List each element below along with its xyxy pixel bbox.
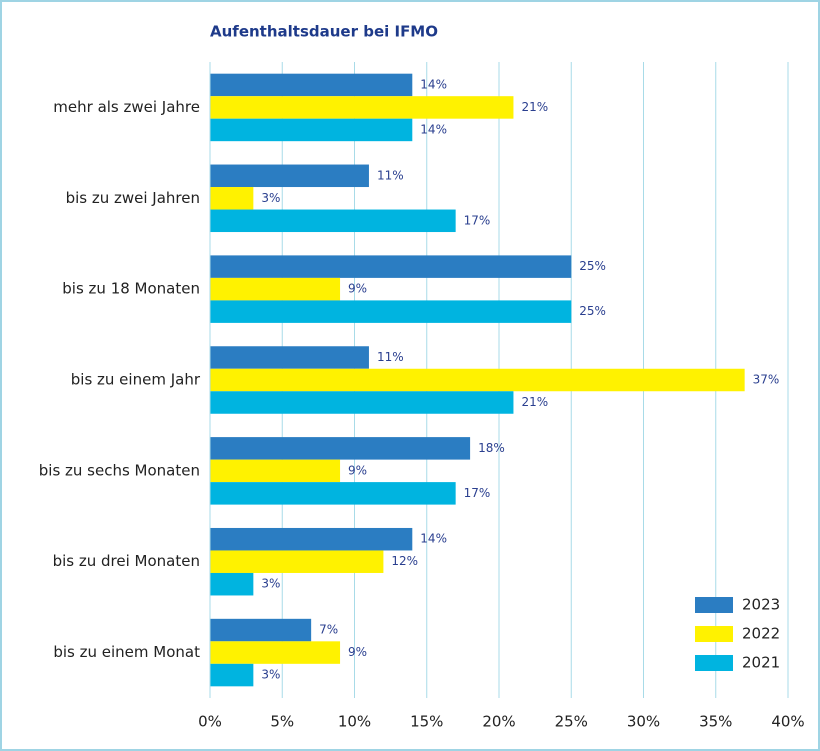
bar — [210, 663, 254, 687]
value-label: 21% — [521, 395, 548, 409]
y-tick-label: bis zu einem Monat — [53, 643, 200, 661]
value-label: 21% — [521, 100, 548, 114]
value-label: 25% — [579, 259, 606, 273]
x-tick-label: 30% — [627, 713, 660, 731]
value-label: 14% — [420, 122, 447, 136]
value-label: 9% — [348, 645, 367, 659]
legend-label: 2023 — [742, 596, 780, 614]
legend-swatch — [695, 655, 733, 671]
legend-swatch — [695, 626, 733, 642]
x-tick-label: 5% — [270, 713, 294, 731]
bar — [210, 73, 413, 97]
value-label: 3% — [261, 577, 280, 591]
bar — [210, 118, 413, 142]
y-tick-label: bis zu zwei Jahren — [66, 189, 200, 207]
value-label: 18% — [478, 441, 505, 455]
x-tick-label: 40% — [771, 713, 804, 731]
y-tick-label: bis zu 18 Monaten — [62, 280, 200, 298]
bar — [210, 459, 341, 483]
legend-label: 2022 — [742, 625, 780, 643]
chart-title: Aufenthaltsdauer bei IFMO — [210, 23, 438, 41]
x-tick-label: 25% — [555, 713, 588, 731]
bar — [210, 96, 514, 119]
value-label: 37% — [753, 373, 780, 387]
x-tick-label: 10% — [338, 713, 371, 731]
x-tick-label: 0% — [198, 713, 222, 731]
bar — [210, 572, 254, 596]
bar — [210, 300, 572, 323]
bar — [210, 641, 341, 664]
x-tick-label: 15% — [410, 713, 443, 731]
bar — [210, 277, 341, 301]
bar — [210, 187, 254, 210]
value-label: 7% — [319, 623, 338, 637]
bar — [210, 527, 413, 551]
value-label: 3% — [261, 668, 280, 682]
value-label: 11% — [377, 168, 404, 182]
bar — [210, 368, 745, 392]
bar — [210, 346, 369, 369]
value-label: 12% — [391, 554, 418, 568]
bar — [210, 255, 572, 278]
y-tick-label: bis zu einem Jahr — [71, 371, 201, 389]
value-label: 9% — [348, 282, 367, 296]
y-tick-label: bis zu sechs Monaten — [39, 461, 200, 479]
value-label: 3% — [261, 191, 280, 205]
value-label: 14% — [420, 532, 447, 546]
value-label: 17% — [464, 486, 491, 500]
value-label: 11% — [377, 350, 404, 364]
x-tick-label: 35% — [699, 713, 732, 731]
value-label: 9% — [348, 463, 367, 477]
y-tick-label: mehr als zwei Jahre — [53, 98, 200, 116]
value-label: 25% — [579, 304, 606, 318]
value-label: 14% — [420, 77, 447, 91]
y-tick-label: bis zu drei Monaten — [53, 552, 200, 570]
x-tick-label: 20% — [482, 713, 515, 731]
bar — [210, 550, 384, 573]
legend-label: 2021 — [742, 654, 780, 672]
bar — [210, 437, 471, 460]
bar — [210, 618, 312, 642]
bar — [210, 164, 369, 188]
bar — [210, 391, 514, 414]
bar — [210, 482, 456, 505]
value-label: 17% — [464, 213, 491, 227]
bar — [210, 209, 456, 233]
legend-swatch — [695, 597, 733, 613]
